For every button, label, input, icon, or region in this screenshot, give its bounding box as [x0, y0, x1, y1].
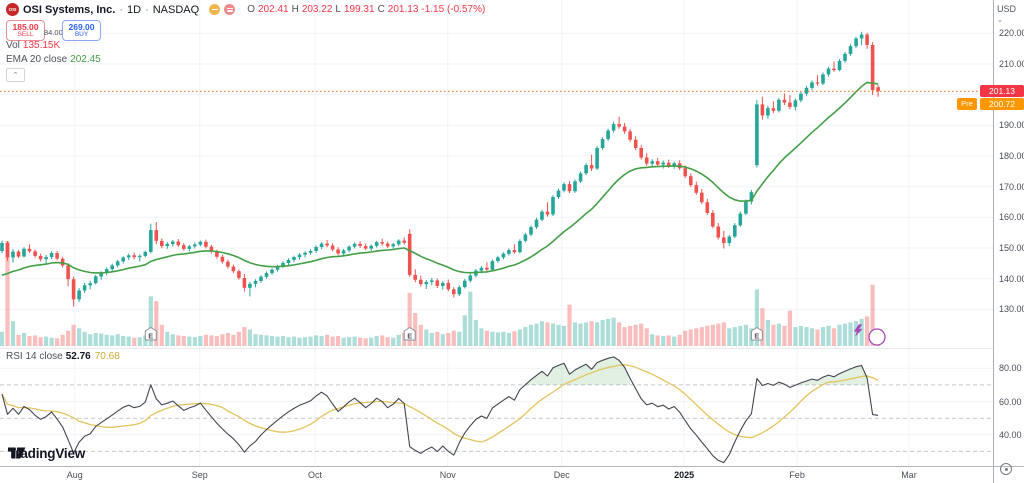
symbol-legend: OSI OSI Systems, Inc. · 1D · NASDAQ O 202…	[6, 2, 485, 17]
pane-separator[interactable]	[0, 348, 993, 349]
ema-label: EMA 20 close	[6, 54, 68, 65]
close-value: 201.13	[387, 4, 419, 15]
symbol-title[interactable]: OSI Systems, Inc.	[23, 3, 116, 16]
close-label: C	[377, 4, 385, 15]
currency-label: USD	[997, 4, 1017, 14]
volume-value: 135.15K	[22, 40, 61, 51]
rsi-tick-label: 60.00	[999, 396, 1022, 407]
pre-market-chip: Pre	[957, 97, 977, 110]
time-axis-border	[0, 466, 1024, 467]
ohlc-readout: O 202.41 H 203.22 L 199.31 C 201.13 -1.15 (-…	[247, 4, 485, 15]
legend-separator: ·	[119, 3, 123, 16]
price-tick-label: 160.00	[999, 212, 1024, 223]
price-tick-label: 140.00	[999, 273, 1024, 284]
high-value: 203.22	[301, 4, 333, 15]
ema-value: 202.45	[70, 54, 101, 65]
rsi-tick-label: 80.00	[999, 363, 1022, 374]
grid-layer	[0, 0, 993, 466]
last-price-tag: 201.13	[980, 85, 1024, 98]
open-value: 202.41	[257, 4, 289, 15]
scroll-to-realtime-icon[interactable]	[1000, 463, 1012, 475]
candles-layer	[0, 31, 880, 307]
currency-switcher[interactable]: USD ⌄	[997, 4, 1024, 24]
rsi-line	[1, 356, 879, 464]
rsi-tick-label: 40.00	[999, 429, 1022, 440]
rsi-value: 52.76	[65, 351, 91, 362]
chevron-down-icon: ⌄	[997, 17, 1003, 24]
price-tick-label: 180.00	[999, 150, 1024, 161]
change-value: -1.15 (-0.57%)	[421, 4, 486, 15]
volume-bars	[0, 241, 881, 346]
sell-label: SELL	[17, 30, 34, 38]
ema-line	[1, 81, 879, 276]
svg-text:E: E	[407, 332, 412, 341]
rsi-pane	[1, 356, 879, 464]
svg-text:E: E	[148, 332, 153, 341]
watermark-text: TradingView	[8, 446, 86, 461]
price-axis-border	[993, 0, 994, 483]
time-tick-label: Dec	[553, 470, 570, 480]
earnings-icon[interactable]: E	[750, 327, 763, 341]
time-tick-label: Nov	[439, 470, 456, 480]
pre-market-price-tag: 200.72	[980, 97, 1024, 110]
price-tick-label: 150.00	[999, 242, 1024, 253]
time-tick-label: Feb	[789, 470, 805, 480]
price-tick-label: 190.00	[999, 120, 1024, 131]
price-tick-label: 220.00	[999, 28, 1024, 39]
exchange-label: NASDAQ	[152, 3, 200, 16]
time-tick-label: Sep	[191, 470, 208, 480]
news-icon[interactable]	[224, 4, 236, 15]
sell-button[interactable]: 185.00 SELL	[6, 20, 45, 41]
time-tick-label: 2025	[674, 470, 695, 480]
sell-price: 185.00	[12, 21, 39, 32]
collapse-indicators-button[interactable]: ⌃	[6, 68, 25, 82]
earnings-icon[interactable]: E	[144, 327, 157, 341]
rsi-label: RSI 14 close	[6, 351, 63, 362]
buy-price: 269.00	[68, 21, 95, 32]
ideas-icon[interactable]	[209, 4, 221, 15]
rsi-bands	[0, 384, 993, 452]
high-label: H	[291, 4, 299, 15]
volume-label: Vol	[6, 40, 20, 51]
legend-separator: ·	[145, 3, 149, 16]
rsi-ma-value: 70.68	[94, 351, 120, 362]
earnings-icon[interactable]: E	[403, 327, 416, 341]
lightning-icon[interactable]	[853, 324, 886, 346]
volume-legend: Vol 135.15K	[6, 40, 60, 51]
time-tick-label: Mar	[901, 470, 917, 480]
price-tick-label: 130.00	[999, 304, 1024, 315]
price-tick-label: 170.00	[999, 181, 1024, 192]
ema-legend: EMA 20 close 202.45	[6, 54, 101, 65]
symbol-logo-icon[interactable]: OSI	[6, 3, 19, 16]
low-label: L	[335, 4, 341, 15]
timeframe-label[interactable]: 1D	[127, 3, 142, 16]
rsi-overbought-fill	[150, 356, 868, 385]
time-tick-label: Oct	[307, 470, 322, 480]
buy-label: BUY	[74, 30, 89, 38]
low-value: 199.31	[343, 4, 375, 15]
rsi-ma-line	[1, 364, 879, 443]
buy-button[interactable]: 269.00 BUY	[62, 20, 101, 41]
spread-value: 84.00	[44, 28, 63, 37]
tradingview-logo-icon	[8, 447, 26, 459]
svg-text:E: E	[754, 332, 759, 341]
rsi-legend: RSI 14 close 52.76 70.68	[6, 351, 120, 362]
tradingview-watermark[interactable]: TradingView	[8, 446, 85, 461]
price-tick-label: 210.00	[999, 58, 1024, 69]
time-tick-label: Aug	[66, 470, 83, 480]
open-label: O	[247, 4, 255, 15]
